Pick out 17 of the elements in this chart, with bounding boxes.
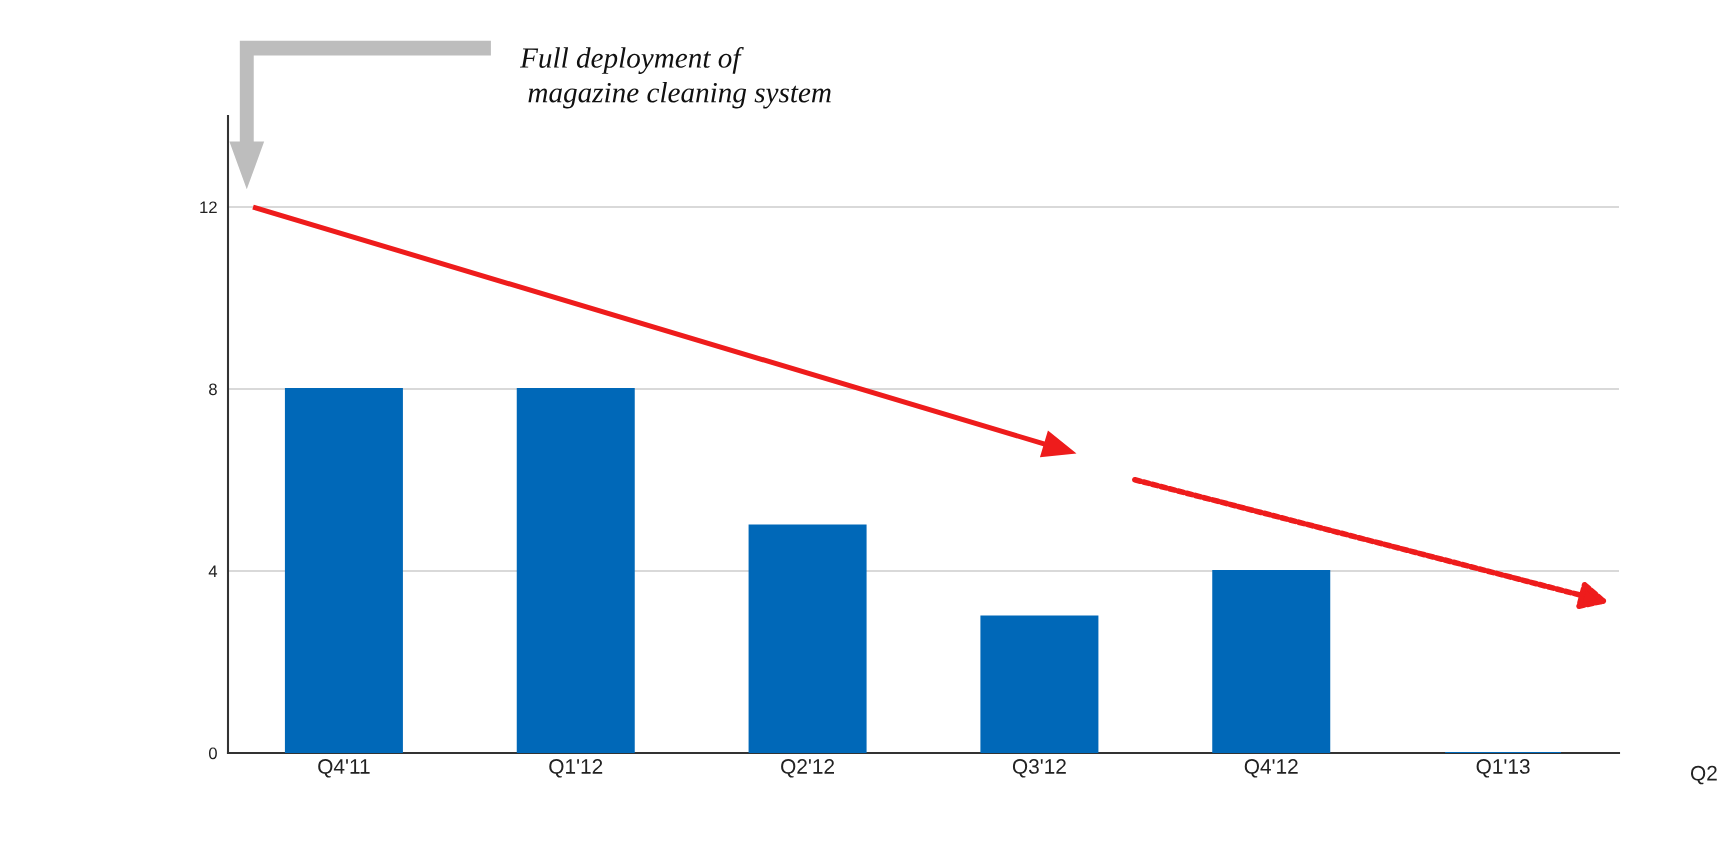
x-tick-label: Q3'12 [1012,759,1066,778]
bar [980,615,1099,753]
x-tick-label: Q1'13 [1476,759,1530,778]
x-tick-label: Q1'12 [549,759,603,778]
text: Q2 [1690,765,1717,785]
y-tick-label: 0 [208,747,217,760]
x-tick-label: Q4'11 [318,759,370,778]
y-tick-label: 12 [200,201,217,214]
bar [516,387,635,753]
bar [284,387,403,753]
text: Full deployment of magazine cleaning system [519,47,831,109]
x-tick-label: Q4'12 [1244,759,1298,778]
x-tick-label: Q2'12 [781,759,835,778]
y-tick-label: 4 [208,565,218,578]
y-tick-label: 8 [209,383,217,396]
bar [1212,569,1331,753]
bar [748,524,867,753]
